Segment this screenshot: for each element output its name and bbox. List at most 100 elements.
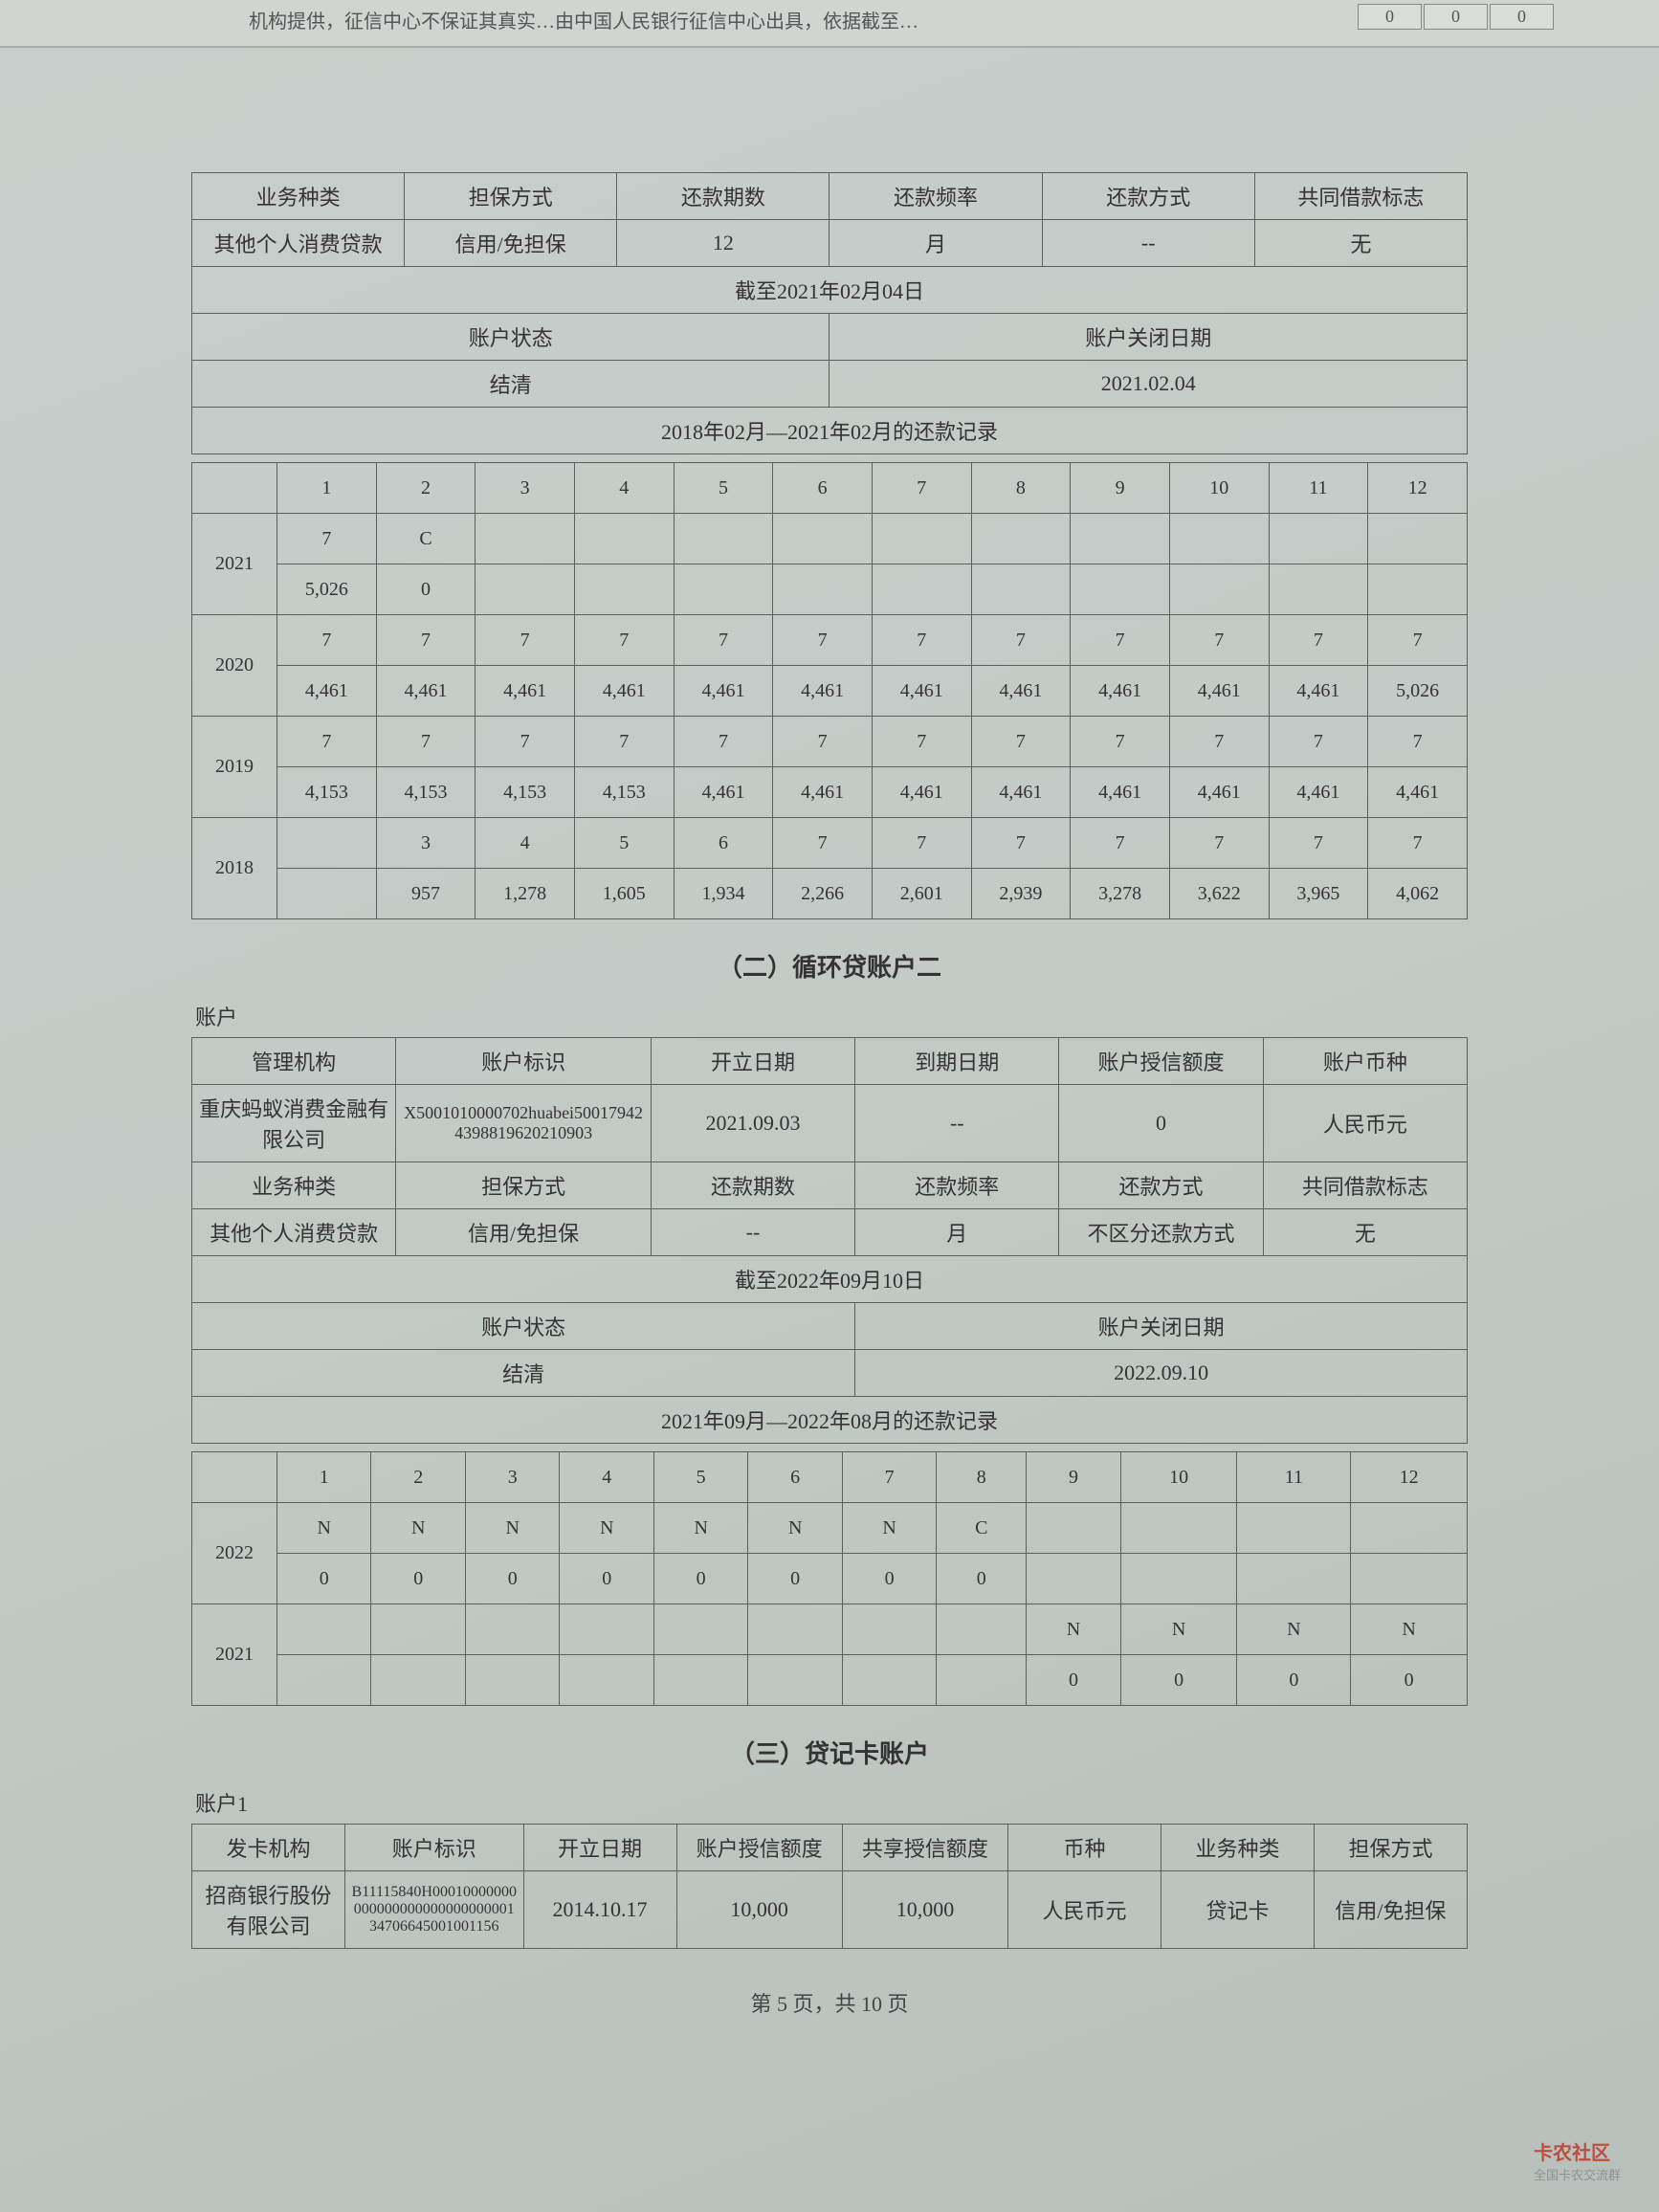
watermark-logo: 卡农社区 全国卡农交流群 [1534,2137,1621,2183]
repay-cell: 4,461 [1269,666,1368,717]
repay-cell: 4,153 [277,767,377,818]
repay-cell [574,564,674,615]
repay-cell [674,514,773,564]
repay-cell [371,1604,465,1655]
cell: 贷记卡 [1161,1871,1315,1949]
h: 账户标识 [396,1038,652,1085]
repay-cell [1120,1503,1237,1554]
repay-cell: 7 [1169,615,1269,666]
col-freq: 还款频率 [830,173,1042,220]
repay-cell [1368,514,1468,564]
repay-cell: N [1120,1604,1237,1655]
h: 担保方式 [1314,1825,1467,1871]
repay-cell [773,514,873,564]
repay-cell: 4,461 [476,666,575,717]
repay-cell [1169,514,1269,564]
account-label: 账户 [195,1001,1468,1031]
m: 8 [937,1452,1027,1503]
repay-cell: 0 [376,564,476,615]
repay-cell: 7 [1169,717,1269,767]
as-of: 截至2022年09月10日 [192,1256,1468,1303]
close-label: 账户关闭日期 [830,314,1468,361]
repay-cell: 3 [376,818,476,869]
repay-cell: 7 [1169,818,1269,869]
col-joint: 共同借款标志 [1254,173,1467,220]
repay-cell: 7 [971,818,1071,869]
repay-cell [574,514,674,564]
cell: 信用/免担保 [396,1209,652,1256]
cell: 人民币元 [1263,1085,1467,1162]
cell: 无 [1254,220,1467,267]
m: 12 [1351,1452,1468,1503]
m: 4 [560,1452,653,1503]
close-value: 2021.02.04 [830,361,1468,408]
repay-cell: 7 [872,818,971,869]
repay-cell: 1,605 [574,869,674,919]
repay-cell: 0 [1237,1655,1351,1706]
page-footer: 第 5 页，共 10 页 [191,1987,1468,2018]
repay-cell: 4,461 [971,666,1071,717]
m: 9 [1071,463,1170,514]
repay-cell: N [653,1503,747,1554]
repay-cell: 2,939 [971,869,1071,919]
cell: 月 [830,220,1042,267]
repay-cell: N [1027,1604,1120,1655]
repay-cell [560,1604,653,1655]
repay-cell: N [277,1503,371,1554]
repay-cell [560,1655,653,1706]
repay-cell: 4,461 [773,666,873,717]
m: 10 [1120,1452,1237,1503]
repay-cell [1237,1503,1351,1554]
repay-cell: 0 [560,1554,653,1604]
col-method: 还款方式 [1042,173,1254,220]
h: 还款方式 [1059,1162,1263,1209]
repay-cell: 7 [476,615,575,666]
m: 6 [773,463,873,514]
logo-text: 卡农社区 [1534,2143,1610,2164]
repay-cell: 4,461 [1368,767,1468,818]
repay-cell: 4,461 [773,767,873,818]
repay-cell: 6 [674,818,773,869]
repay-cell: 4,461 [376,666,476,717]
repay-cell [476,564,575,615]
repay-cell [937,1655,1027,1706]
repay-cell: 5,026 [1368,666,1468,717]
cell: -- [855,1085,1059,1162]
m: 1 [277,463,377,514]
repay-cell: 5 [574,818,674,869]
h: 担保方式 [396,1162,652,1209]
col-guarantee: 担保方式 [405,173,617,220]
year-cell: 2019 [192,717,277,818]
cell: 2014.10.17 [523,1871,676,1949]
repay-cell: 7 [1071,615,1170,666]
repayment-grid-1: 123456789101112 20217C5,0260202077777777… [191,462,1468,919]
cell: 不区分还款方式 [1059,1209,1263,1256]
m: 5 [653,1452,747,1503]
repay-cell: 0 [1351,1655,1468,1706]
cell: 10,000 [842,1871,1007,1949]
repay-cell: 4 [476,818,575,869]
repay-cell [773,564,873,615]
status-value: 结清 [192,1350,855,1397]
account1-label: 账户1 [195,1787,1468,1818]
repay-cell [371,1655,465,1706]
m: 3 [476,463,575,514]
repay-cell [277,1655,371,1706]
m: 1 [277,1452,371,1503]
repay-cell: 0 [748,1554,842,1604]
repay-cell: N [1351,1604,1468,1655]
mini-cell: 0 [1358,4,1422,30]
record-title: 2018年02月—2021年02月的还款记录 [192,408,1468,454]
cell: 月 [855,1209,1059,1256]
h: 开立日期 [651,1038,854,1085]
repay-cell: 4,153 [574,767,674,818]
repay-cell: 4,461 [971,767,1071,818]
repay-cell: 2,266 [773,869,873,919]
repay-cell [653,1655,747,1706]
as-of-row: 截至2021年02月04日 [192,267,1468,314]
year-cell: 2018 [192,818,277,919]
cell: X5001010000702huabei50017942439881962021… [396,1085,652,1162]
repay-cell: 7 [773,818,873,869]
m: 3 [465,1452,559,1503]
status-label: 账户状态 [192,1303,855,1350]
